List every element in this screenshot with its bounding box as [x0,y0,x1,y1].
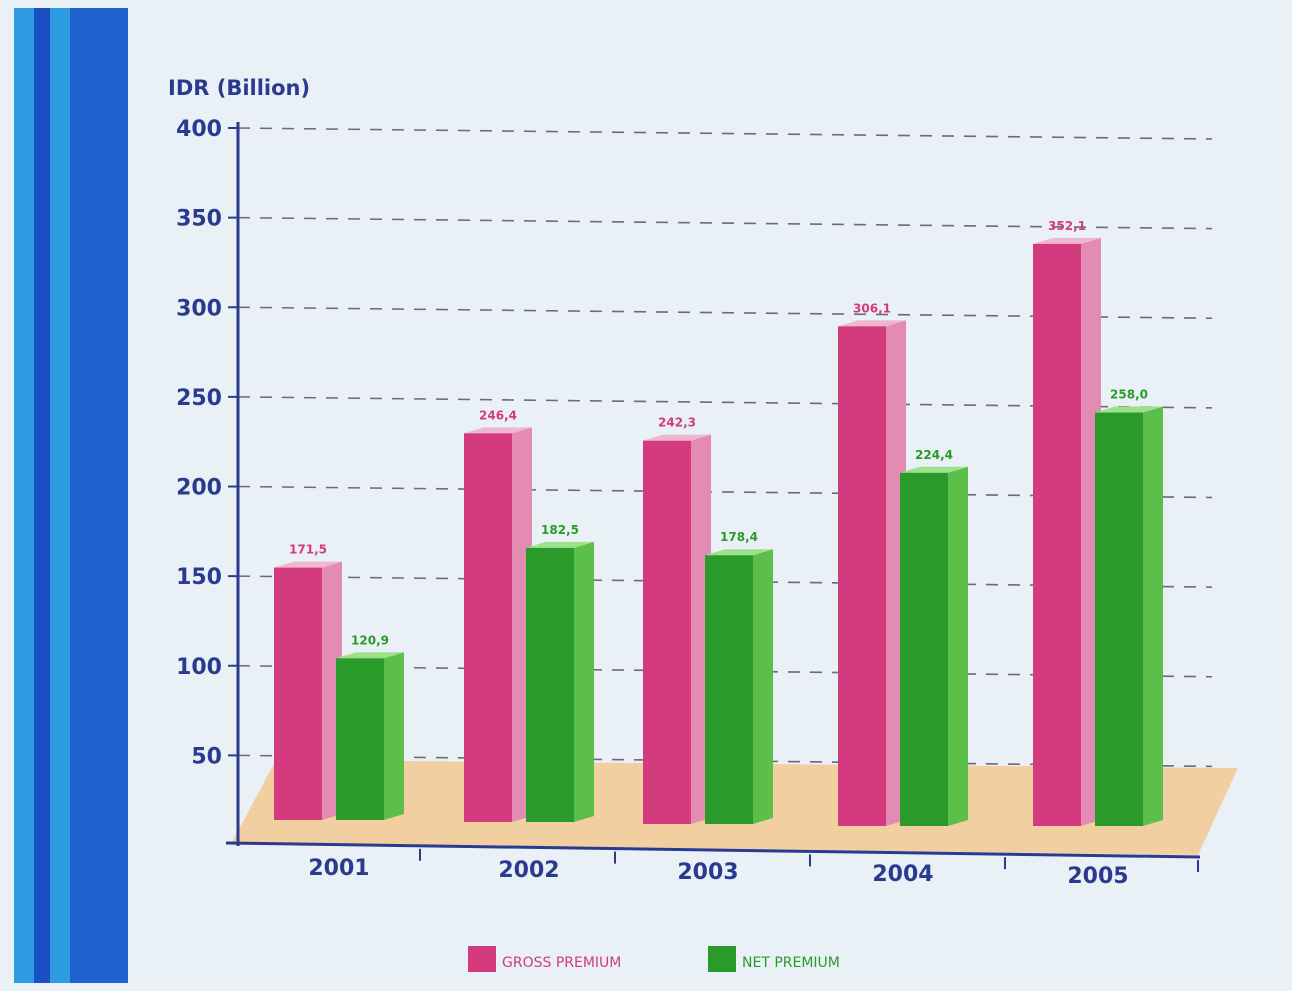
bar-top [1095,406,1163,413]
x-category-label: 2005 [1067,864,1128,889]
decorative-side-stripes [0,0,132,991]
bar-top [526,541,594,548]
bar-top [900,466,968,473]
bar-top [274,561,342,568]
y-tick-label: 50 [191,744,222,769]
legend: GROSS PREMIUM NET PREMIUM [468,946,840,972]
y-tick-label: 100 [176,655,222,680]
net-premium-bar [1095,412,1143,826]
y-tick-label: 200 [176,476,222,501]
value-label: 258,0 [1110,388,1148,402]
value-label: 120,9 [351,633,389,647]
bar-side [384,652,404,820]
bar-top [1033,237,1101,244]
bar-side [574,541,594,822]
gridline [237,306,1213,320]
y-tick-label: 150 [176,565,222,590]
value-label: 352,1 [1048,219,1086,233]
gridline [237,127,1213,140]
axes [225,122,1201,872]
bar-top [336,652,404,659]
bar-side [753,549,773,824]
gridline [237,216,1213,230]
x-category-label: 2002 [498,858,559,883]
x-category-label: 2001 [308,856,369,881]
value-label: 171,5 [289,543,327,557]
legend-net-premium-label: NET PREMIUM [742,955,840,971]
labels: 400 350 300 250 200 150 100 50 IDR (Billion) 171,… [168,76,1148,889]
bar-side [948,466,968,826]
value-label: 182,5 [541,523,579,537]
gross-premium-bar [643,440,691,824]
legend-net-premium-swatch [708,946,736,972]
bar-top [705,549,773,556]
bar-side [1143,406,1163,826]
gridline [237,485,1213,499]
legend-gross-premium-swatch [468,946,496,972]
bar-top [838,320,906,327]
y-tick-label: 350 [176,207,222,232]
y-tick-label: 300 [176,296,222,321]
value-label: 224,4 [915,448,953,462]
gross-premium-bar [1033,243,1081,827]
x-category-label: 2003 [677,860,738,885]
bar-top [643,434,711,441]
gross-premium-bar [838,326,886,826]
x-category-label: 2004 [872,862,933,887]
bar-top [464,427,532,434]
value-label: 306,1 [853,301,891,315]
net-premium-bar [336,658,384,820]
net-premium-bar [900,472,948,826]
value-label: 178,4 [720,530,758,544]
bars [274,237,1163,827]
net-premium-bar [526,547,574,822]
gross-premium-bar [274,567,322,820]
value-label: 246,4 [479,408,517,422]
gridline [237,396,1213,409]
legend-gross-premium-label: GROSS PREMIUM [502,955,621,971]
y-axis-unit-label: IDR (Billion) [168,76,310,100]
y-tick-label: 250 [176,386,222,411]
net-premium-bar [705,555,753,824]
y-tick-label: 400 [176,117,222,142]
x-axis-line [225,841,1201,859]
value-label: 242,3 [658,416,696,430]
gross-premium-bar [464,433,512,822]
